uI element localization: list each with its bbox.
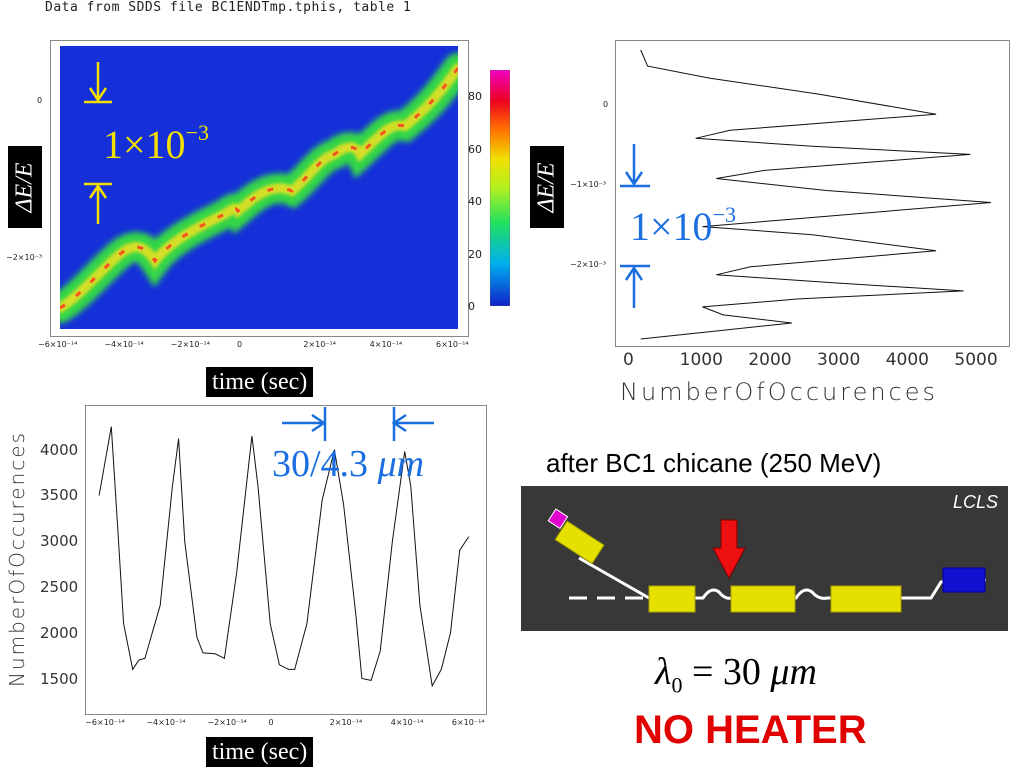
diagnostic-arrow	[712, 519, 746, 580]
yellow-spread-label: 1×10−3	[103, 120, 209, 167]
gun-yellow	[554, 520, 605, 565]
time-profile-xtick: −2×10⁻¹⁴	[207, 718, 247, 727]
colorbar-tick: 80	[468, 90, 482, 104]
gun-magenta	[547, 508, 569, 530]
dipole-2	[730, 585, 796, 613]
linac-blue	[942, 567, 986, 593]
heatmap-xtick: −2×10⁻¹⁴	[170, 340, 210, 349]
energy-hist-plot	[640, 49, 992, 340]
time-profile-frame	[85, 405, 487, 715]
energy-hist-xtick: 1000	[679, 350, 723, 370]
heatmap-xtick: 0	[237, 340, 243, 349]
no-heater-label: NO HEATER	[634, 708, 867, 752]
energy-hist-xtick: 2000	[748, 350, 792, 370]
time-profile-xtick: 4×10⁻¹⁴	[390, 718, 424, 727]
heatmap-x-label: time (sec)	[206, 367, 314, 397]
energy-hist-ytick-1: −1×10⁻³	[570, 180, 607, 189]
energy-hist-xtick: 4000	[885, 350, 929, 370]
time-profile-xtick: −4×10⁻¹⁴	[146, 718, 186, 727]
period-label: 30/4.3 μm	[272, 443, 425, 485]
energy-hist-frame	[615, 40, 1010, 347]
time-profile-ytick: 2500	[40, 577, 79, 596]
heatmap-xtick: −4×10⁻¹⁴	[104, 340, 144, 349]
lcls-label: LCLS	[952, 492, 998, 512]
energy-hist-ytick-2: −2×10⁻³	[570, 260, 607, 269]
time-profile-xtick: −6×10⁻¹⁴	[85, 718, 125, 727]
time-profile-xtick: 2×10⁻¹⁴	[329, 718, 363, 727]
time-profile-y-label: NumberOfOccurences	[5, 430, 29, 688]
blue-spread-label: 1×10−3	[630, 202, 736, 249]
colorbar-tick: 20	[468, 247, 482, 261]
heatmap-ytick-0: 0	[37, 96, 43, 105]
energy-hist-xtick: 0	[623, 350, 634, 370]
heatmap-y-label: ΔE/E	[8, 146, 42, 228]
beam-diagonal	[578, 556, 650, 600]
energy-hist-ytick-0: 0	[603, 100, 609, 109]
dipole-1	[648, 585, 696, 613]
time-profile-ytick: 4000	[40, 440, 79, 459]
time-profile-ytick: 3500	[40, 486, 79, 505]
period-markers	[282, 407, 434, 441]
energy-hist-y-label: ΔE/E	[530, 146, 564, 228]
heatmap-xtick: −6×10⁻¹⁴	[38, 340, 78, 349]
energy-hist-x-label: NumberOfOccurences	[620, 378, 939, 406]
energy-hist-xtick: 3000	[817, 350, 861, 370]
time-profile-xtick: 6×10⁻¹⁴	[451, 718, 485, 727]
time-profile-ytick: 2000	[40, 623, 79, 642]
lcls-diagram: LCLS	[521, 486, 1008, 631]
colorbar-tick: 0	[468, 300, 475, 313]
time-profile-plot	[98, 426, 470, 688]
dipole-3	[830, 585, 902, 613]
heatmap-xtick: 2×10⁻¹⁴	[303, 340, 336, 349]
phase-space-peak	[60, 67, 458, 310]
heatmap-plot	[60, 46, 458, 329]
yellow-spread-markers	[84, 62, 112, 224]
colorbar-tick: 40	[468, 195, 482, 209]
chicane-subtitle: after BC1 chicane (250 MeV)	[546, 448, 882, 478]
beamline-schematic	[547, 508, 987, 613]
time-profile-ytick: 3000	[40, 532, 79, 551]
heatmap-ytick-2: −2×10⁻³	[6, 253, 43, 262]
colorbar-tick: 60	[468, 142, 482, 156]
chicane-beam	[649, 578, 987, 600]
time-profile-ytick: 1500	[40, 669, 79, 688]
gun-assembly	[547, 508, 605, 565]
wavelength-label: λ0 = 30 μm	[655, 651, 817, 698]
energy-hist-xtick: 5000	[954, 350, 998, 370]
heatmap-xtick: 4×10⁻¹⁴	[369, 340, 403, 349]
time-profile-x-label: time (sec)	[206, 737, 314, 767]
blue-spread-markers	[620, 144, 650, 308]
heatmap-xtick: 6×10⁻¹⁴	[436, 340, 469, 349]
time-profile-xtick: 0	[268, 718, 274, 727]
colorbar	[490, 70, 510, 306]
file-header: Data from SDDS file BC1ENDTmp.tphis, tab…	[45, 0, 412, 15]
